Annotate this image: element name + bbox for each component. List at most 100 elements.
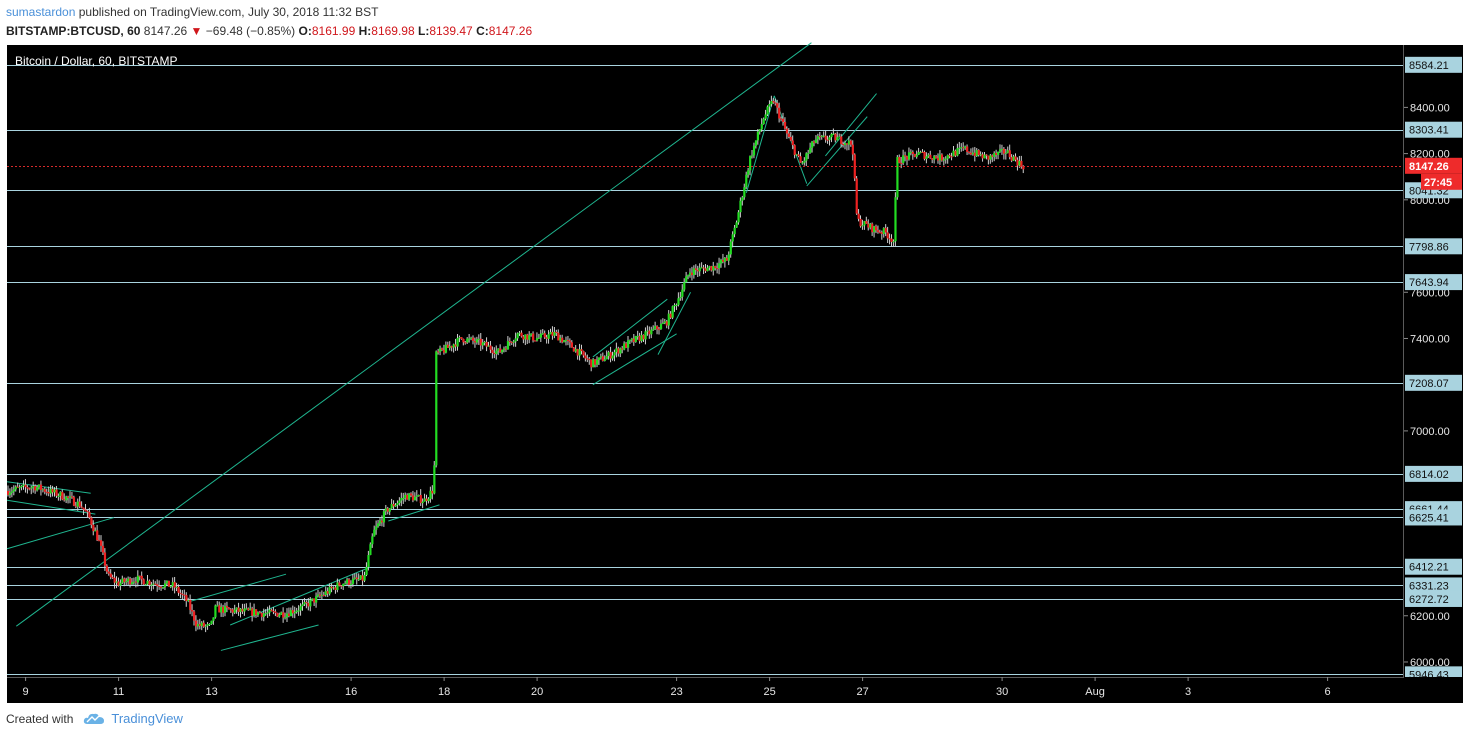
candle-up <box>909 151 913 153</box>
candle-up <box>718 263 721 269</box>
candle-down <box>865 221 868 224</box>
open-value: 8161.99 <box>311 24 356 38</box>
candle-down <box>34 486 37 491</box>
candle-up <box>549 331 552 335</box>
candle-down <box>787 133 791 137</box>
candle-up <box>427 498 430 502</box>
candle-up <box>36 487 39 491</box>
candle-down <box>101 545 105 553</box>
candle-up <box>315 596 318 603</box>
candle-up <box>960 147 963 149</box>
candle-down <box>584 355 587 359</box>
candle-down <box>86 511 89 513</box>
candle-down <box>855 178 858 214</box>
candle-up <box>317 594 320 597</box>
candle-down <box>450 346 453 348</box>
time-axis[interactable] <box>7 677 1463 703</box>
candle-up <box>266 612 269 614</box>
candle-down <box>338 582 341 586</box>
candle-down <box>1020 160 1023 167</box>
candle-up <box>971 152 975 155</box>
candle-up <box>303 602 306 605</box>
candle-down <box>568 340 572 343</box>
candle-up <box>53 489 56 493</box>
candle-down <box>462 339 465 343</box>
candle-up <box>253 609 256 616</box>
candle-down <box>543 333 546 338</box>
high-value: 8169.98 <box>371 24 415 38</box>
candle-up <box>377 523 380 527</box>
candle-up <box>286 613 289 618</box>
plot-area[interactable] <box>7 45 1404 677</box>
level-tag-label: 8584.21 <box>1409 60 1449 72</box>
candle-up <box>328 586 331 594</box>
candle-up <box>925 156 928 159</box>
candle-up <box>320 594 324 596</box>
candle-down <box>425 498 428 502</box>
trend-line <box>806 116 868 187</box>
level-tag <box>1405 274 1462 291</box>
candle-down <box>694 268 698 270</box>
candle-down <box>716 268 719 270</box>
candle-up <box>687 274 690 277</box>
candle-up <box>204 625 207 627</box>
author-link[interactable]: sumastardon <box>6 5 76 19</box>
candle-up <box>121 578 124 583</box>
candle-down <box>55 489 58 496</box>
candle-down <box>923 151 926 159</box>
candle-up <box>421 501 424 504</box>
candle-down <box>962 147 965 149</box>
candle-down <box>797 154 800 157</box>
candle-up <box>671 306 674 318</box>
candle-down <box>307 603 310 607</box>
candle-down <box>193 611 196 621</box>
candle-down <box>198 624 202 626</box>
candle-down <box>793 145 796 155</box>
candle-down <box>26 487 29 489</box>
candle-up <box>59 491 62 496</box>
candle-up <box>563 340 566 343</box>
candle-down <box>534 340 537 342</box>
candle-up <box>367 555 370 567</box>
candle-up <box>795 154 798 156</box>
candle-down <box>842 144 845 146</box>
candle-up <box>640 334 643 342</box>
time-axis-ticks: 9 11 13 16 18 20 23 25 27 30 Aug 3 6 <box>23 677 1331 698</box>
candle-up <box>838 136 841 138</box>
candle-down <box>305 602 308 604</box>
candle-up <box>919 151 922 153</box>
tradingview-link[interactable]: TradingView <box>111 711 183 726</box>
tradingview-cloud-icon <box>84 713 105 724</box>
candle-down <box>225 606 229 608</box>
candle-up <box>946 154 949 159</box>
candle-down <box>123 578 126 583</box>
candle-up <box>882 227 885 234</box>
candle-up <box>301 604 304 607</box>
candle-up <box>132 581 136 583</box>
candle-down <box>782 118 785 122</box>
candle-down <box>460 337 463 340</box>
candle-up <box>483 341 486 343</box>
candle-up <box>938 154 942 161</box>
candle-up <box>836 137 839 141</box>
candle-up <box>997 151 1000 155</box>
candle-up <box>766 106 769 115</box>
candle-up <box>297 610 300 612</box>
candle-up <box>417 495 420 497</box>
candle-up <box>654 326 657 329</box>
candle-down <box>287 613 291 617</box>
candle-up <box>243 608 246 612</box>
candle-up <box>873 226 876 233</box>
candle-down <box>849 140 853 145</box>
candle-up <box>400 498 403 501</box>
countdown-tag-label: 27:45 <box>1424 177 1452 189</box>
candle-down <box>911 151 915 154</box>
trend-line <box>592 298 668 358</box>
candle-down <box>886 232 889 239</box>
candle-down <box>237 607 240 612</box>
price-tick-label: 7000.00 <box>1410 426 1450 438</box>
candle-up <box>363 575 366 581</box>
price-tick-label: 7400.00 <box>1410 333 1450 345</box>
candle-down <box>129 578 132 585</box>
